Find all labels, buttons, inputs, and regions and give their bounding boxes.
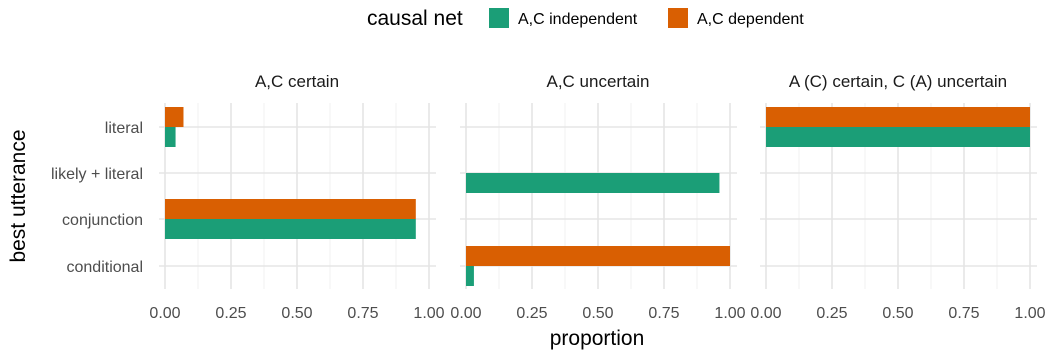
bar xyxy=(165,127,176,147)
facet-panel: A (C) certain, C (A) uncertain 0.00 0.25 0.… xyxy=(750,72,1045,322)
facet-title: A,C certain xyxy=(255,72,339,91)
x-tick-label: 0.25 xyxy=(516,305,547,322)
x-tick-label: 0.75 xyxy=(948,305,979,322)
x-tick-label: 0.00 xyxy=(149,305,180,322)
legend-title: causal net xyxy=(367,7,463,30)
y-tick-label: likely + literal xyxy=(51,166,143,183)
facet-title: A,C uncertain xyxy=(547,72,650,91)
bar xyxy=(466,173,720,193)
x-tick-label: 0.50 xyxy=(882,305,913,322)
bar xyxy=(165,199,416,219)
x-tick-label: 0.50 xyxy=(281,305,312,322)
legend: causal net A,C independent A,C dependent xyxy=(367,7,804,30)
bar xyxy=(466,246,730,266)
y-tick-label: conjunction xyxy=(62,212,143,229)
y-axis-title: best utterance xyxy=(7,129,30,262)
legend-swatch-dependent xyxy=(668,8,688,28)
x-tick-label: 0.75 xyxy=(648,305,679,322)
bar xyxy=(165,219,416,239)
x-tick-label: 1.00 xyxy=(413,305,444,322)
legend-label-dependent: A,C dependent xyxy=(697,11,804,28)
bar xyxy=(766,107,1030,127)
x-tick-label: 1.00 xyxy=(714,305,745,322)
x-tick-label: 1.00 xyxy=(1014,305,1045,322)
facet-panel: A,C uncertain 0.00 0.25 0.50 0.75 1.00 xyxy=(450,72,745,322)
bar xyxy=(466,266,474,286)
x-tick-label: 0.25 xyxy=(215,305,246,322)
legend-swatch-independent xyxy=(489,8,509,28)
legend-label-independent: A,C independent xyxy=(518,11,638,28)
x-axis-title: proportion xyxy=(550,327,645,350)
y-axis-tick-labels: literal likely + literal conjunction condit… xyxy=(51,120,143,276)
facet-title: A (C) certain, C (A) uncertain xyxy=(789,72,1007,91)
facet-panel: A,C certain 0.00 0.25 0.50 0.75 1.00 xyxy=(149,72,444,322)
bar xyxy=(165,107,184,127)
x-tick-label: 0.00 xyxy=(450,305,481,322)
y-tick-label: literal xyxy=(105,120,143,137)
x-tick-label: 0.25 xyxy=(816,305,847,322)
x-tick-label: 0.75 xyxy=(347,305,378,322)
x-tick-label: 0.00 xyxy=(750,305,781,322)
x-tick-label: 0.50 xyxy=(582,305,613,322)
y-tick-label: conditional xyxy=(67,259,144,276)
bar xyxy=(766,127,1030,147)
